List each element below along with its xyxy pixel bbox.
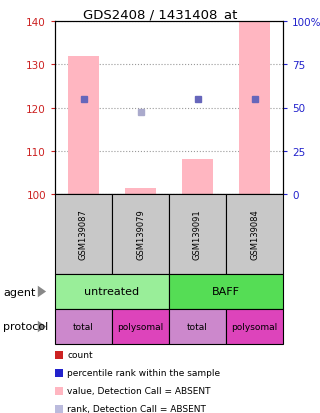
Text: GDS2408 / 1431408_at: GDS2408 / 1431408_at [83, 8, 237, 21]
Text: total: total [73, 322, 94, 331]
Text: agent: agent [3, 287, 36, 297]
Text: rank, Detection Call = ABSENT: rank, Detection Call = ABSENT [67, 404, 206, 413]
Text: polysomal: polysomal [117, 322, 164, 331]
Text: value, Detection Call = ABSENT: value, Detection Call = ABSENT [67, 387, 211, 396]
Text: total: total [187, 322, 208, 331]
Bar [182, 160, 213, 195]
Text: BAFF: BAFF [212, 287, 240, 297]
Text: protocol: protocol [3, 322, 48, 332]
Bar [125, 188, 156, 195]
Text: count: count [67, 351, 92, 360]
Polygon shape [38, 286, 46, 298]
Text: percentile rank within the sample: percentile rank within the sample [67, 369, 220, 377]
Text: untreated: untreated [84, 287, 140, 297]
Text: GSM139091: GSM139091 [193, 209, 202, 260]
Text: GSM139087: GSM139087 [79, 209, 88, 260]
Polygon shape [38, 321, 46, 332]
Text: GSM139079: GSM139079 [136, 209, 145, 260]
Text: polysomal: polysomal [231, 322, 278, 331]
Text: GSM139084: GSM139084 [250, 209, 259, 260]
Bar [239, 22, 270, 195]
Bar [68, 57, 99, 195]
